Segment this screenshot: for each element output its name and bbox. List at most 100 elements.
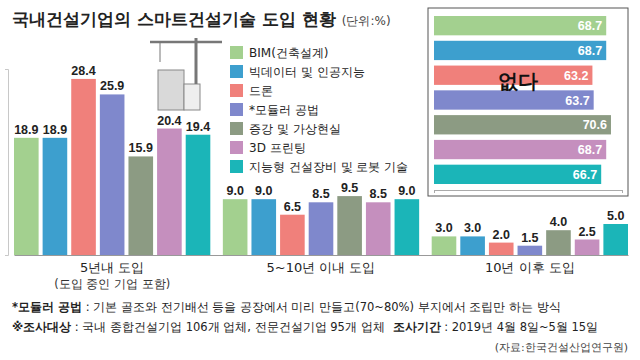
data-label: 9.0 (398, 184, 415, 198)
x-tick-label: 5년내 도입 (80, 260, 144, 275)
inset-x-axis (435, 190, 623, 193)
data-label: 3.0 (464, 221, 481, 235)
y-tick (5, 255, 8, 256)
inset-title: 없다 (498, 69, 538, 93)
legend-label: 지능형 건설장비 및 로봇 기술 (249, 160, 408, 174)
bar (434, 16, 606, 35)
legend-label: BIM(건축설계) (249, 46, 329, 60)
bar (434, 115, 611, 134)
inset-frame (428, 8, 628, 196)
bar (157, 129, 182, 255)
bar (43, 138, 68, 255)
icon-crane-cable (160, 42, 161, 62)
x-axis-line (15, 255, 629, 256)
y-axis (5, 70, 9, 256)
bars (14, 79, 628, 255)
data-label: 70.6 (583, 118, 607, 132)
y-axis-line (5, 70, 9, 256)
footnote-part: ※조사대상 (12, 320, 71, 334)
inset-bars (434, 16, 611, 184)
x-tick-label: 5~10년 이내 도입 (267, 260, 376, 275)
y-tick-mark (5, 69, 8, 70)
y-tick (5, 69, 8, 70)
data-label: 66.7 (573, 168, 597, 182)
bar (434, 165, 601, 184)
icon-building (184, 84, 200, 110)
data-label: 63.7 (565, 94, 589, 108)
footnote-part: *모듈러 공법 (12, 300, 82, 314)
legend-swatch (230, 141, 243, 154)
bar (100, 94, 125, 255)
legend-swatch (230, 84, 243, 97)
bar (280, 215, 305, 255)
bar (575, 240, 600, 256)
legend-label: *모듈러 공법 (249, 103, 319, 117)
footnote-part: : 기본 골조와 전기배선 등을 공장에서 미리 만들고(70~80%) 부지에… (82, 300, 561, 314)
title-text: 국내건설기업의 스마트건설기술 도입 현황 (12, 9, 336, 29)
bar (251, 199, 276, 255)
bar (14, 138, 39, 255)
inset-labels: 68.768.763.263.770.668.766.7 (564, 19, 607, 182)
data-label: 5.0 (607, 209, 624, 223)
bar (223, 199, 248, 255)
legend: BIM(건축설계) 빅데이터 및 인공지능드론 *모듈러 공법증강 및 가상현실 3D… (230, 46, 408, 174)
data-label: 9.0 (226, 184, 243, 198)
footnote: *모듈러 공법 : 기본 골조와 전기배선 등을 공장에서 미리 만들고(70~… (12, 300, 561, 314)
data-label: 18.9 (14, 123, 38, 137)
data-label: 9.5 (341, 181, 358, 195)
data-label: 8.5 (370, 187, 387, 201)
subtitle: (단위:%) (342, 14, 391, 28)
legend-label: 빅데이터 및 인공지능 (249, 65, 365, 79)
data-label: 1.5 (521, 231, 538, 245)
chart-svg: 국내건설기업의 스마트건설기술 도입 현황(단위:%)18.99.03.018.… (0, 0, 640, 360)
inset-x-tick-mark (434, 190, 435, 193)
data-label: 3.0 (435, 221, 452, 235)
legend-label: 증강 및 가상현실 (249, 122, 341, 136)
inset-x-tick (622, 190, 623, 193)
x-tick: 5~10년 이내 도입 (267, 260, 376, 275)
data-label: 6.5 (284, 200, 301, 214)
y-tick-mark (5, 255, 8, 256)
data-label: 19.4 (186, 120, 210, 134)
data-label: 20.4 (157, 114, 181, 128)
bar (489, 243, 514, 255)
source: (자료:한국건설산업연구원) (495, 341, 628, 354)
chart-root: 국내건설기업의 스마트건설기술 도입 현황(단위:%)18.99.03.018.… (0, 0, 640, 360)
footnote-part: : 2019년 4월 8일~5월 15일 (441, 320, 599, 334)
bar (518, 246, 543, 255)
legend-item: 3D 프린팅 (230, 141, 306, 155)
bar (434, 41, 606, 60)
bar (432, 236, 457, 255)
title: 국내건설기업의 스마트건설기술 도입 현황 (단위:%) (12, 9, 391, 29)
data-label: 8.5 (312, 187, 329, 201)
data-label: 15.9 (129, 141, 153, 155)
bar (366, 202, 391, 255)
bar (434, 90, 594, 109)
legend-label: 3D 프린팅 (249, 141, 306, 155)
bar (546, 230, 571, 255)
data-label: 4.0 (550, 215, 567, 229)
data-label: 68.7 (578, 44, 602, 58)
legend-item: 드론 (230, 84, 273, 98)
footnote-part: 조사기간 (393, 320, 441, 334)
icon-building (158, 70, 184, 110)
bar (337, 196, 362, 255)
footnote: ※조사대상 : 국내 종합건설기업 106개 업체, 전문건설기업 95개 업체… (12, 320, 598, 334)
x-tick: 10년 이후 도입 (485, 260, 575, 275)
bar (71, 79, 96, 255)
x-tick-label: 10년 이후 도입 (485, 260, 575, 275)
legend-swatch (230, 103, 243, 116)
footnote-part: : 국내 종합건설기업 106개 업체, 전문건설기업 95개 업체 (71, 320, 384, 334)
data-label: 25.9 (100, 79, 124, 93)
data-labels: 18.99.03.018.99.03.028.46.52.025.98.51.5… (14, 64, 624, 245)
legend-item: *모듈러 공법 (230, 103, 319, 117)
legend-item: BIM(건축설계) (230, 46, 329, 60)
category-note: (도입 중인 기업 포함) (54, 277, 170, 291)
legend-item: 지능형 건설장비 및 로봇 기술 (230, 160, 408, 174)
crane-icon (150, 38, 222, 110)
bar (434, 140, 606, 159)
bar (309, 202, 334, 255)
inset-x-axis-line (435, 191, 623, 194)
legend-swatch (230, 122, 243, 135)
icon-crane-mast (195, 38, 198, 84)
